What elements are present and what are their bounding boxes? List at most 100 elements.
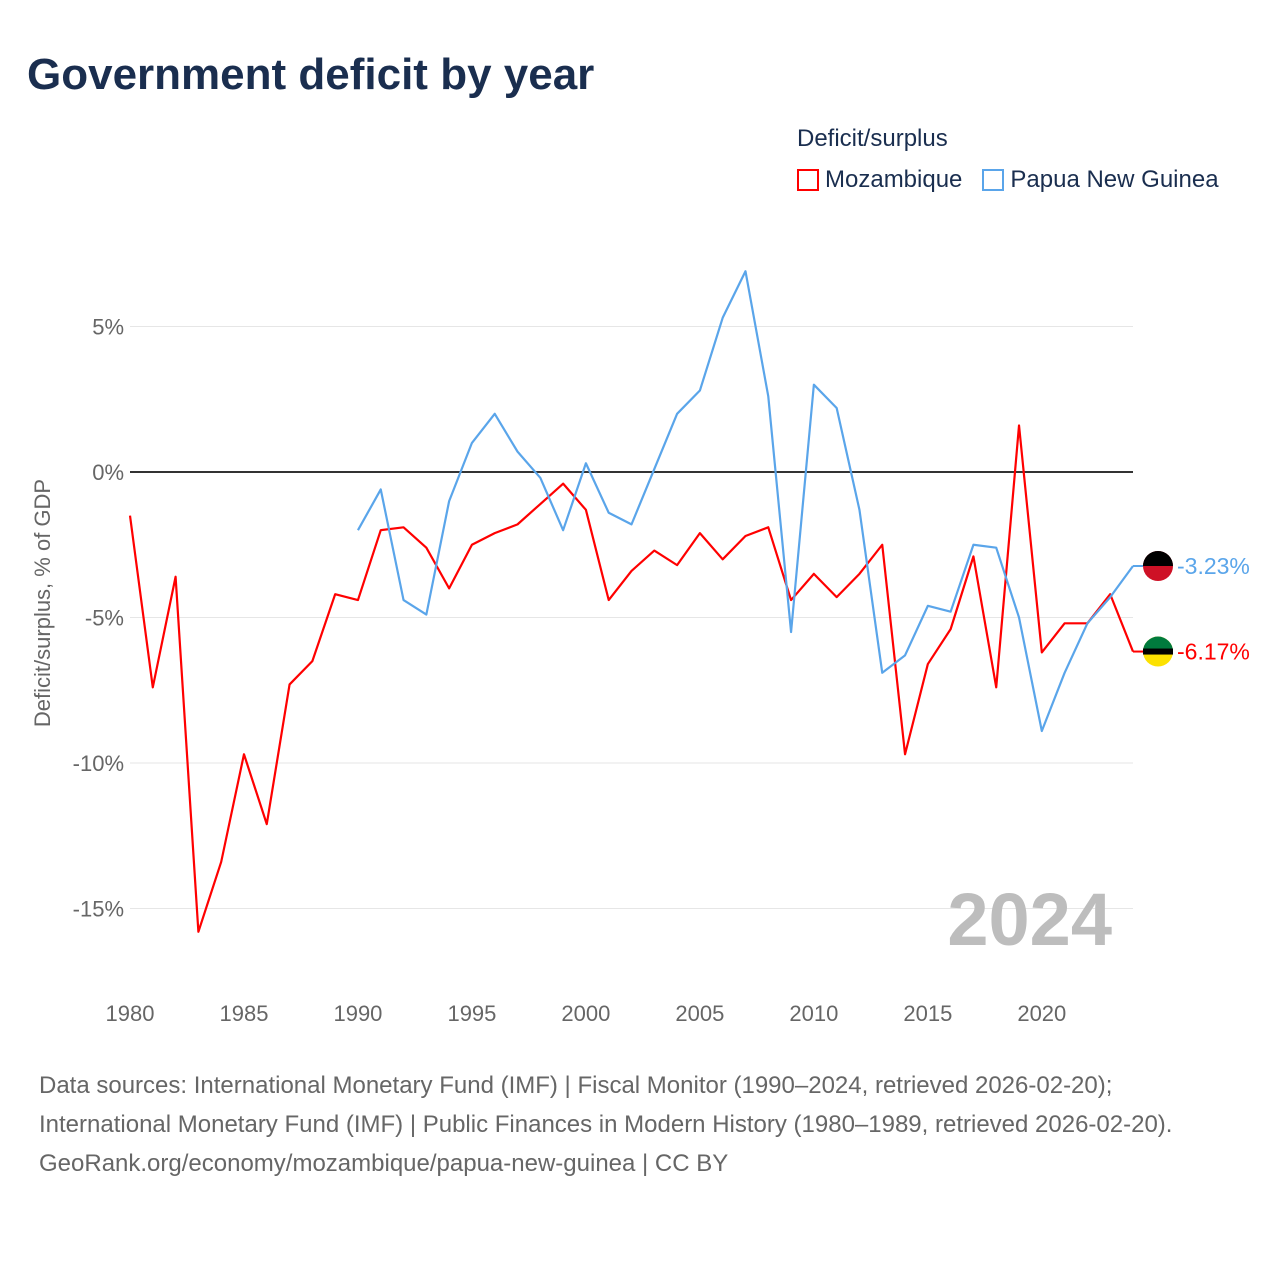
data-point	[1040, 729, 1044, 733]
legend-swatch-png	[982, 169, 1005, 191]
data-point	[789, 598, 793, 602]
data-point	[379, 487, 383, 491]
data-point	[538, 476, 542, 480]
data-point	[926, 604, 930, 608]
data-point	[721, 316, 725, 320]
legend-item-png[interactable]: Papua New Guinea	[982, 166, 1219, 194]
end-value-label: -3.23%	[1177, 553, 1250, 579]
x-tick-label: 2010	[789, 1001, 838, 1026]
legend-label-png: Papua New Guinea	[1010, 166, 1219, 193]
data-point	[652, 467, 656, 471]
data-point	[151, 685, 155, 689]
series-line-0	[128, 424, 1135, 933]
data-point	[698, 531, 702, 535]
data-point	[971, 554, 975, 558]
data-point	[903, 653, 907, 657]
end-value-label: -6.17%	[1177, 639, 1250, 665]
year-watermark: 2024	[947, 878, 1112, 961]
x-tick-label: 2015	[903, 1001, 952, 1026]
data-point	[493, 412, 497, 416]
data-point	[584, 461, 588, 465]
data-point	[880, 671, 884, 675]
data-point	[561, 528, 565, 532]
legend-label-mozambique: Mozambique	[825, 166, 963, 193]
data-point	[766, 394, 770, 398]
x-tick-label: 1985	[220, 1001, 269, 1026]
data-point	[675, 412, 679, 416]
flag-icon-stripe	[1143, 648, 1173, 655]
legend: Mozambique Papua New Guinea	[797, 166, 1219, 194]
data-point	[926, 662, 930, 666]
data-point	[310, 659, 314, 663]
y-tick-label: -15%	[73, 897, 124, 922]
data-point	[128, 514, 132, 518]
data-point	[493, 531, 497, 535]
data-point	[561, 482, 565, 486]
data-point	[356, 598, 360, 602]
data-point	[356, 528, 360, 532]
data-point	[789, 630, 793, 634]
data-point	[288, 682, 292, 686]
data-point	[880, 543, 884, 547]
source-link[interactable]: GeoRank.org/economy/mozambique/papua-new…	[39, 1150, 729, 1177]
data-point	[630, 569, 634, 573]
data-point	[584, 508, 588, 512]
x-tick-label: 1995	[447, 1001, 496, 1026]
y-tick-label: 0%	[92, 460, 124, 485]
x-tick-label: 2020	[1017, 1001, 1066, 1026]
data-point	[698, 389, 702, 393]
legend-item-mozambique[interactable]: Mozambique	[797, 166, 962, 194]
flag-icon-stripe	[1143, 563, 1173, 569]
legend-swatch-mozambique	[797, 169, 819, 191]
data-point	[630, 522, 634, 526]
data-point	[812, 572, 816, 576]
data-point	[402, 598, 406, 602]
x-tick-label: 2000	[561, 1001, 610, 1026]
chart-title: Government deficit by year	[27, 50, 595, 99]
data-point	[447, 499, 451, 503]
data-point	[424, 546, 428, 550]
x-tick-label: 1990	[333, 1001, 382, 1026]
data-point	[766, 525, 770, 529]
data-point	[743, 269, 747, 273]
data-point	[675, 563, 679, 567]
data-point	[721, 557, 725, 561]
data-point	[470, 441, 474, 445]
x-tick-label: 2005	[675, 1001, 724, 1026]
y-axis-label: Deficit/surplus, % of GDP	[30, 479, 55, 727]
data-point	[835, 595, 839, 599]
data-point	[949, 627, 953, 631]
data-point	[219, 860, 223, 864]
legend-title: Deficit/surplus	[797, 125, 948, 152]
data-point	[1085, 621, 1089, 625]
data-point	[424, 613, 428, 617]
data-point	[174, 575, 178, 579]
data-point	[242, 752, 246, 756]
chart-plot: 5% 0% -5% -10% -15% 1980 1985 1990 1995 2000 2005 2…	[30, 269, 1250, 1026]
data-point	[903, 752, 907, 756]
data-point	[1017, 616, 1021, 620]
data-point	[857, 572, 861, 576]
x-tick-label: 1980	[106, 1001, 155, 1026]
data-point	[971, 543, 975, 547]
footer: Data sources: International Monetary Fun…	[39, 1066, 1239, 1183]
data-point	[470, 543, 474, 547]
data-point	[994, 546, 998, 550]
data-point	[1108, 595, 1112, 599]
data-point	[1063, 621, 1067, 625]
y-tick-label: -5%	[85, 606, 124, 631]
data-point	[516, 450, 520, 454]
data-point	[652, 549, 656, 553]
data-point	[538, 502, 542, 506]
data-point	[379, 528, 383, 532]
data-sources: Data sources: International Monetary Fun…	[39, 1072, 1173, 1138]
data-point	[994, 685, 998, 689]
data-point	[857, 508, 861, 512]
data-point	[447, 586, 451, 590]
data-point	[333, 592, 337, 596]
y-tick-label: 5%	[92, 315, 124, 340]
y-tick-label: -10%	[73, 751, 124, 776]
data-point	[835, 406, 839, 410]
flag-icon-part	[1143, 550, 1173, 566]
data-point	[516, 522, 520, 526]
